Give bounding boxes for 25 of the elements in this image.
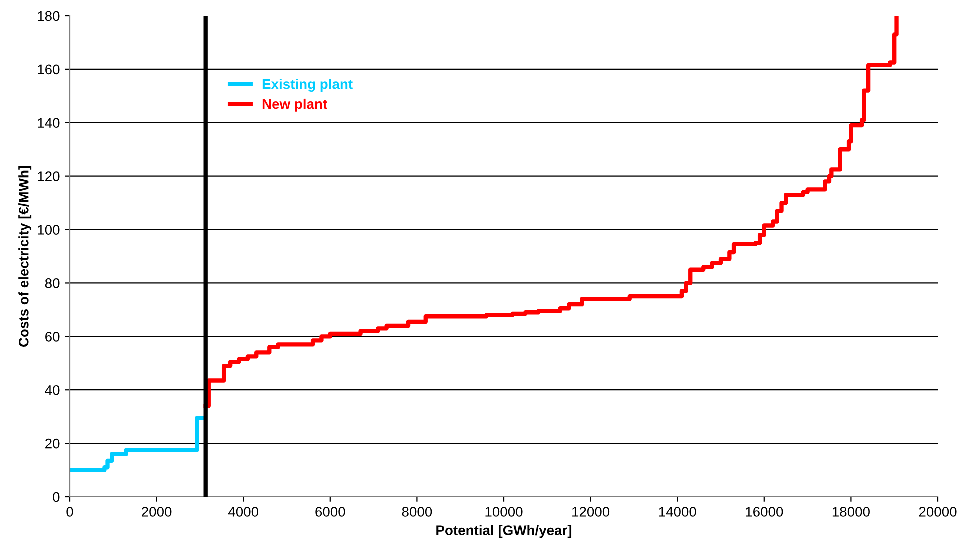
y-tick-label: 100 <box>38 225 60 235</box>
x-axis-title: Potential [GWh/year] <box>436 525 572 538</box>
y-axis-title: Costs of electricity [€/MWh] <box>18 166 32 347</box>
y-tick-label: 180 <box>38 11 60 22</box>
legend-label: Existing plant <box>262 79 353 92</box>
x-tick-label: 12000 <box>572 507 610 517</box>
x-tick-label: 10000 <box>486 507 523 517</box>
y-tick-label: 60 <box>46 332 60 342</box>
y-tick-label: 120 <box>38 172 60 182</box>
x-tick-label: 8000 <box>402 507 432 517</box>
x-tick-label: 2000 <box>142 507 172 517</box>
y-tick-label: 140 <box>38 118 60 128</box>
x-tick-label: 16000 <box>746 507 784 517</box>
y-tick-label: 80 <box>45 278 60 288</box>
y-tick-label: 0 <box>53 492 60 502</box>
legend-label: New plant <box>262 98 328 112</box>
x-tick-label: 4000 <box>228 507 259 517</box>
x-tick-label: 20000 <box>919 507 957 517</box>
y-tick-label: 20 <box>46 438 60 449</box>
x-tick-label: 6000 <box>316 507 346 517</box>
y-tick-label: 160 <box>38 64 60 75</box>
y-tick-label: 40 <box>45 385 60 396</box>
x-tick-label: 18000 <box>832 507 870 517</box>
x-tick-label: 14000 <box>659 507 696 517</box>
x-tick-label: 0 <box>66 507 74 517</box>
